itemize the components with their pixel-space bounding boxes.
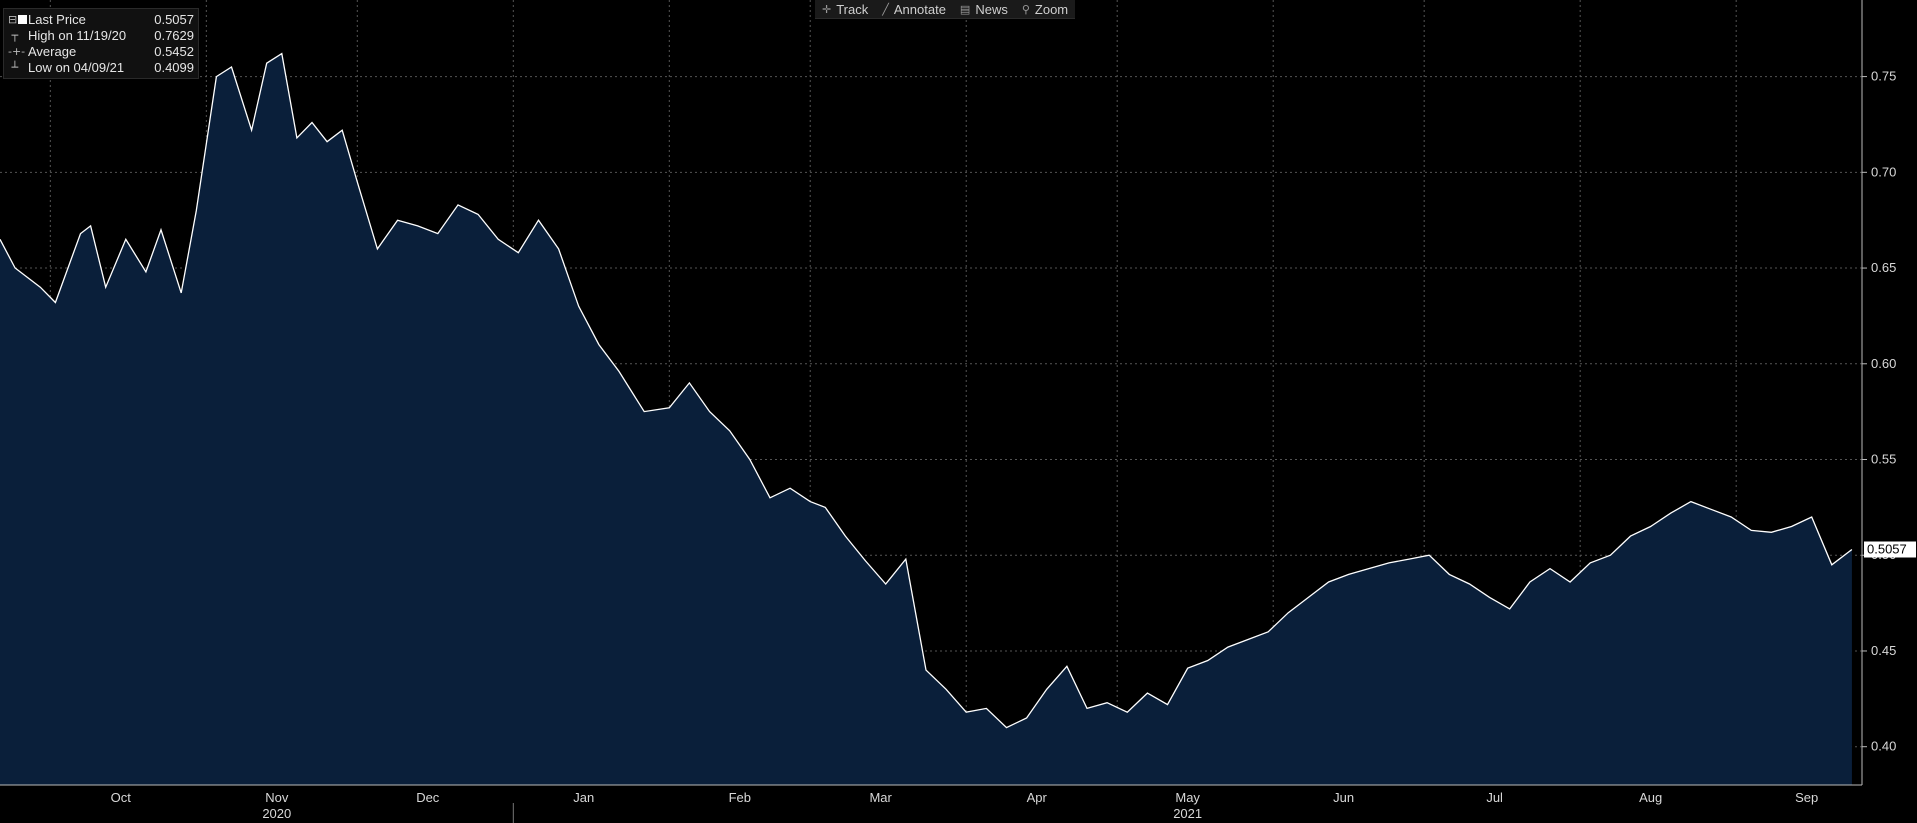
y-tick-label: 0.70 (1871, 164, 1896, 179)
pencil-icon: ╱ (882, 2, 889, 16)
magnifier-icon: ⚲ (1021, 2, 1030, 16)
zoom-button[interactable]: ⚲ Zoom (1015, 0, 1075, 18)
legend-label: High on 11/19/20 (28, 27, 127, 43)
chart-toolbar: ✛ Track ╱ Annotate ▤ News ⚲ Zoom (815, 0, 1076, 19)
x-tick-label: Dec (416, 790, 440, 805)
y-tick-label: 0.55 (1871, 452, 1896, 467)
low-marker-icon: ┴ (8, 60, 19, 74)
last-price-box (1864, 541, 1916, 558)
x-axis: Oct Nov Dec Jan Feb Mar Apr May Jun Jul Aug Sep 2020… (0, 784, 1862, 823)
last-price-text: 0.5057 (1867, 542, 1907, 557)
track-button[interactable]: ✛ Track (815, 0, 875, 18)
track-label: Track (836, 1, 869, 17)
x-tick-label: Jan (573, 790, 594, 805)
legend-value: 0.5452 (154, 43, 194, 59)
legend-label: Last Price (28, 11, 86, 27)
legend-value: 0.4099 (154, 59, 194, 75)
x-tick-label: Jun (1333, 790, 1354, 805)
legend-row-last-price[interactable]: ⊟ Last Price 0.5057 (8, 11, 194, 27)
legend-value: 0.5057 (154, 11, 194, 27)
x-tick-label: Aug (1639, 790, 1662, 805)
y-tick-label: 0.60 (1871, 356, 1896, 371)
news-icon: ▤ (959, 2, 971, 16)
x-tick-label: May (1175, 790, 1200, 805)
legend-value: 0.7629 (154, 27, 194, 43)
legend-label: Average (28, 43, 77, 59)
price-area-fill (0, 53, 1852, 786)
y-tick-label: 0.65 (1871, 260, 1896, 275)
annotate-label: Annotate (893, 1, 946, 17)
legend-label: Low on 04/09/21 (28, 59, 125, 75)
y-tick-label: 0.75 (1871, 69, 1896, 84)
filled-square-icon: ⊟ (8, 13, 28, 26)
news-label: News (975, 1, 1008, 17)
legend-row-low[interactable]: ┴ Low on 04/09/21 0.4099 (8, 59, 194, 75)
news-button[interactable]: ▤ News (953, 0, 1015, 18)
price-line (0, 52, 1853, 729)
last-price-label: 0.5057 (1864, 541, 1916, 558)
zoom-label: Zoom (1034, 1, 1069, 17)
crosshair-icon: ✛ (822, 2, 832, 16)
x-tick-label: Jul (1486, 790, 1503, 805)
x-tick-label: Oct (111, 790, 132, 805)
x-tick-label: Nov (265, 790, 289, 805)
annotate-button[interactable]: ╱ Annotate (875, 0, 953, 18)
x-tick-label: Apr (1027, 790, 1048, 805)
x-year-label: 2021 (1173, 806, 1202, 821)
x-tick-label: Sep (1795, 790, 1818, 805)
y-tick-label: 0.40 (1871, 739, 1896, 754)
legend-row-average[interactable]: -+- Average 0.5452 (8, 43, 194, 59)
x-tick-label: Mar (869, 790, 892, 805)
high-marker-icon: ┬ (8, 28, 19, 42)
x-tick-label: Feb (729, 790, 751, 805)
average-line-icon: -+- (8, 44, 26, 58)
chart-legend: ⊟ Last Price 0.5057 ┬ High on 11/19/20 0… (3, 8, 199, 79)
y-tick-label: 0.45 (1871, 643, 1896, 658)
legend-row-high[interactable]: ┬ High on 11/19/20 0.7629 (8, 27, 194, 43)
x-year-label: 2020 (262, 806, 291, 821)
